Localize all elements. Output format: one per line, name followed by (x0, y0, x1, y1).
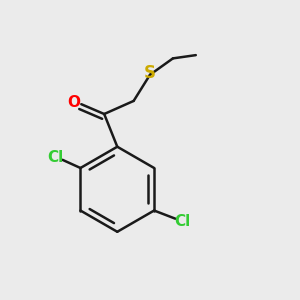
Text: O: O (68, 95, 81, 110)
Text: S: S (144, 64, 156, 82)
Text: Cl: Cl (47, 150, 63, 165)
Text: Cl: Cl (175, 214, 191, 229)
